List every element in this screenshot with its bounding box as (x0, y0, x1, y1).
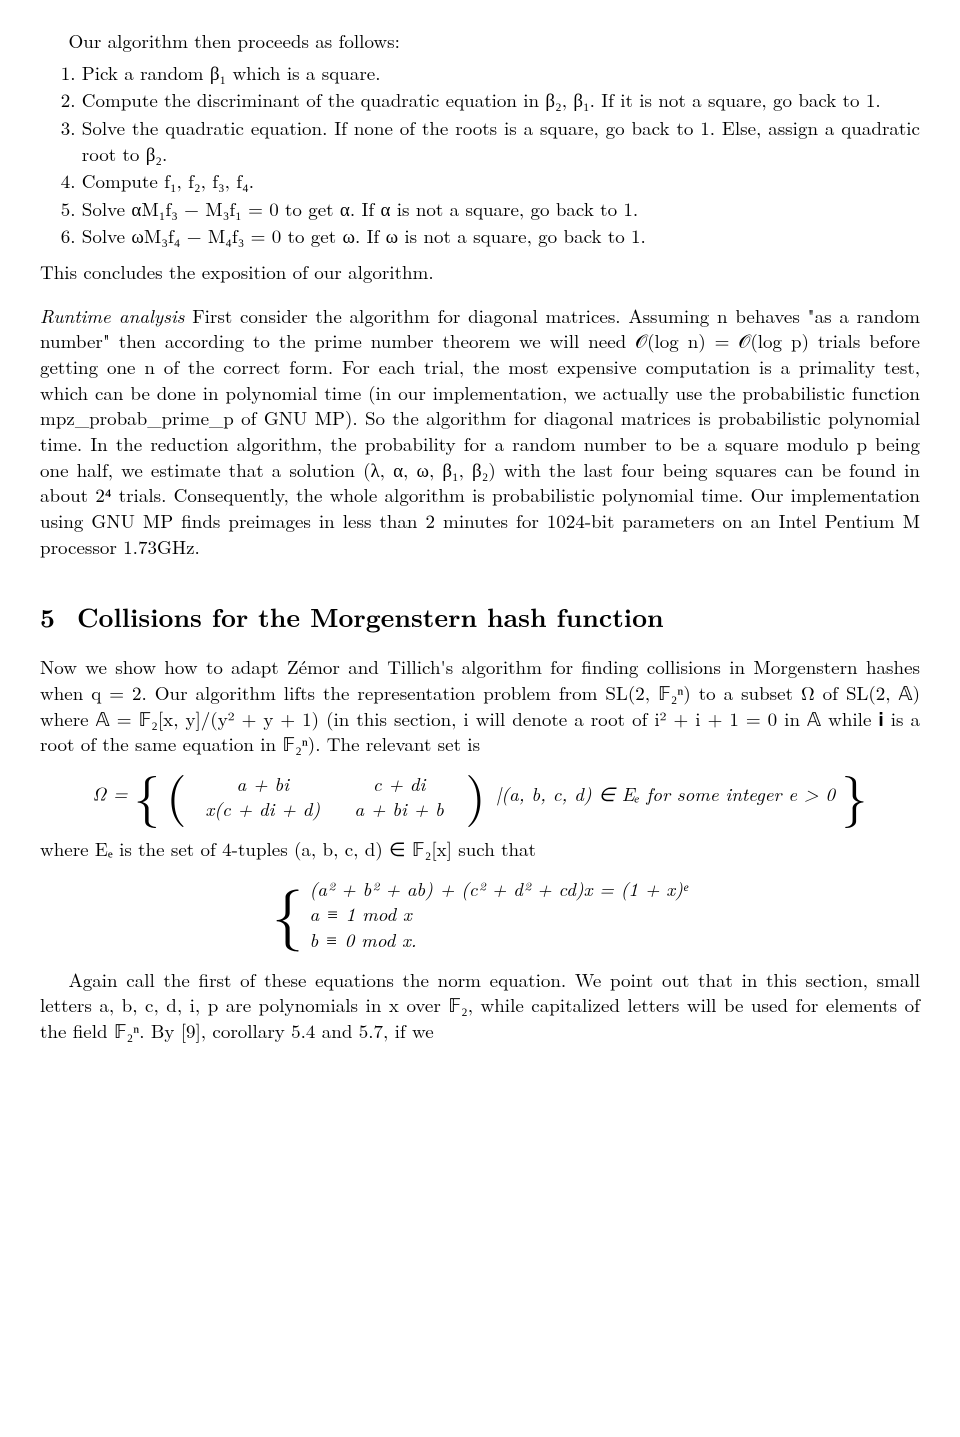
final-paragraph: Again call the first of these equations … (40, 967, 920, 1044)
algorithm-steps: Pick a random β₁ which is a square. Comp… (40, 60, 920, 249)
omega-condition: |(a, b, c, d) ∈ Eₑ for some integer e > … (496, 780, 835, 807)
runtime-heading: Runtime analysis (40, 302, 184, 329)
section-heading: 5 Collisions for the Morgenstern hash fun… (40, 599, 920, 634)
matrix-r1c1: a + bi (193, 771, 333, 797)
section-number: 5 (40, 599, 55, 634)
condition-2: a ≡ 1 mod x (309, 901, 687, 927)
matrix: a + bi c + di x(c + di + d) a + bi + b (193, 771, 459, 822)
conditions-lines: (a² + b² + ab) + (c² + d² + cd)x = (1 + … (309, 876, 687, 953)
section-p1: Now we show how to adapt Zémor and Tilli… (40, 654, 920, 757)
algo-step-2: Compute the discriminant of the quadrati… (82, 87, 920, 113)
condition-1: (a² + b² + ab) + (c² + d² + cd)x = (1 + … (309, 876, 687, 902)
algo-conclusion: This concludes the exposition of our alg… (40, 259, 920, 285)
algo-step-5: Solve αM₁f₃ − M₃f₁ = 0 to get α. If α is… (82, 196, 920, 222)
condition-3: b ≡ 0 mod x. (309, 927, 687, 953)
matrix-r1c2: c + di (339, 771, 459, 797)
algo-intro: Our algorithm then proceeds as follows: (40, 28, 920, 54)
where-line: where Eₑ is the set of 4-tuples (a, b, c… (40, 836, 920, 862)
conditions-block: { (a² + b² + ab) + (c² + d² + cd)x = (1 … (40, 876, 920, 953)
algo-step-3: Solve the quadratic equation. If none of… (82, 115, 920, 166)
omega-lhs: Ω = (93, 780, 128, 807)
runtime-paragraph: Runtime analysis First consider the algo… (40, 303, 920, 559)
matrix-r2c2: a + bi + b (339, 796, 459, 822)
algo-step-4: Compute f₁, f₂, f₃, f₄. (82, 168, 920, 194)
section-title: Collisions for the Morgenstern hash func… (77, 598, 664, 635)
algo-step-1: Pick a random β₁ which is a square. (82, 60, 920, 86)
algo-step-6: Solve ωM₃f₄ − M₄f₃ = 0 to get ω. If ω is… (82, 223, 920, 249)
runtime-body: First consider the algorithm for diagona… (40, 302, 920, 560)
omega-definition: Ω = { ( a + bi c + di x(c + di + d) a + … (40, 771, 920, 822)
matrix-r2c1: x(c + di + d) (193, 796, 333, 822)
